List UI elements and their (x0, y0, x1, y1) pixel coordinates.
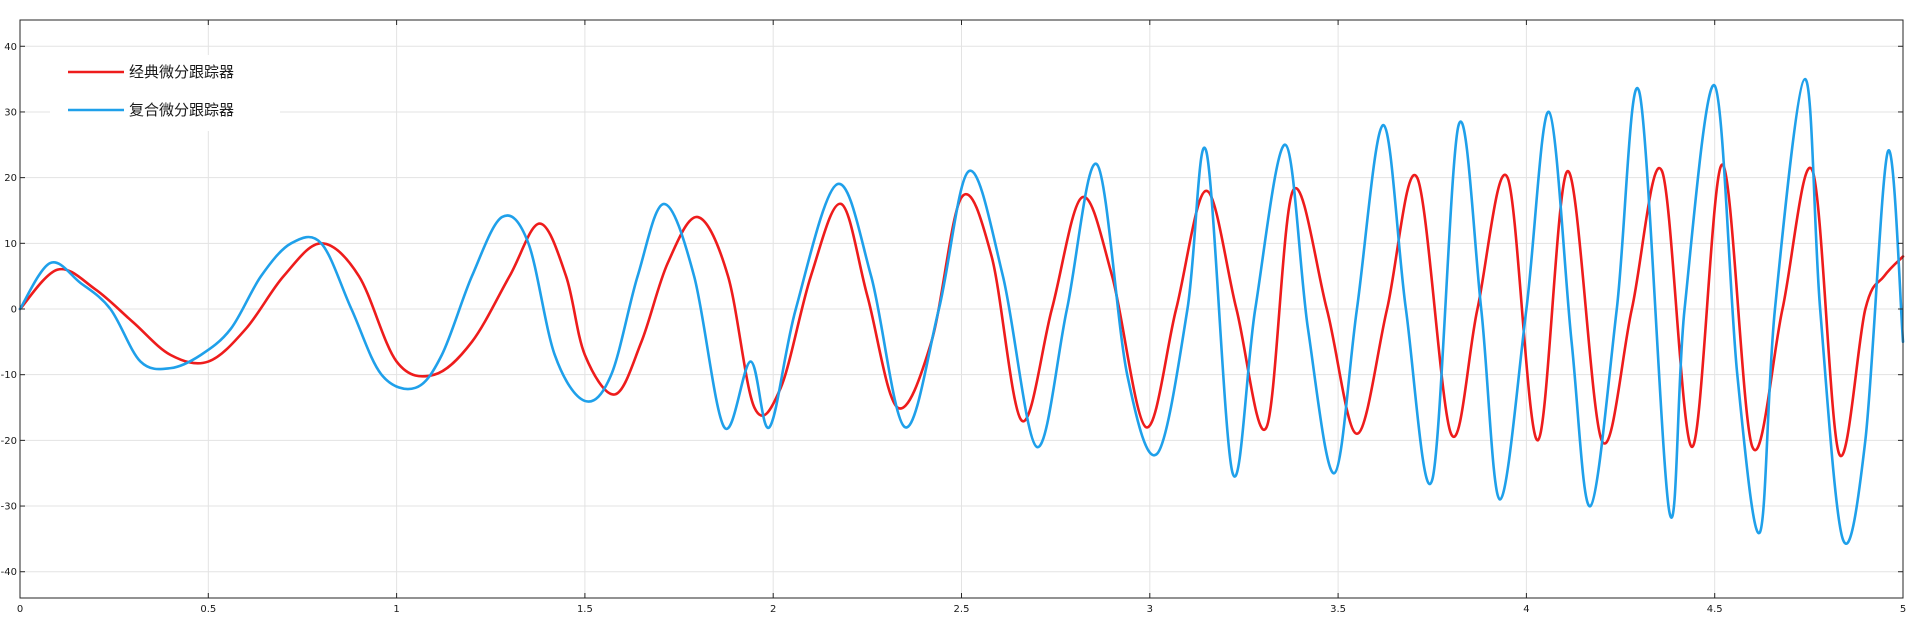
x-tick-label: 1 (393, 604, 399, 615)
x-tick-label: 0.5 (200, 604, 216, 615)
x-tick-label: 5 (1900, 604, 1906, 615)
x-tick-label: 2 (770, 604, 776, 615)
x-tick-label: 0 (17, 604, 23, 615)
x-tick-label: 3 (1147, 604, 1153, 615)
x-tick-label: 4 (1523, 604, 1529, 615)
y-tick-label: -20 (1, 436, 17, 447)
legend-box (50, 55, 280, 131)
y-tick-label: 0 (11, 305, 17, 316)
legend-label-1: 经典微分跟踪器 (129, 63, 234, 81)
y-tick-label: 40 (4, 42, 17, 53)
y-tick-label: -40 (1, 567, 17, 578)
x-tick-label: 2.5 (954, 604, 970, 615)
series-line-2 (18, 77, 1905, 546)
legend-label-2: 复合微分跟踪器 (129, 101, 234, 119)
y-tick-label: 20 (4, 173, 17, 184)
series-line-1 (18, 163, 1905, 458)
x-tick-label: 3.5 (1330, 604, 1346, 615)
x-tick-label: 4.5 (1707, 604, 1723, 615)
y-tick-label: -30 (1, 502, 17, 513)
y-tick-label: 10 (4, 239, 17, 250)
y-tick-label: 30 (4, 107, 17, 118)
x-tick-label: 1.5 (577, 604, 593, 615)
y-tick-label: -10 (1, 370, 17, 381)
